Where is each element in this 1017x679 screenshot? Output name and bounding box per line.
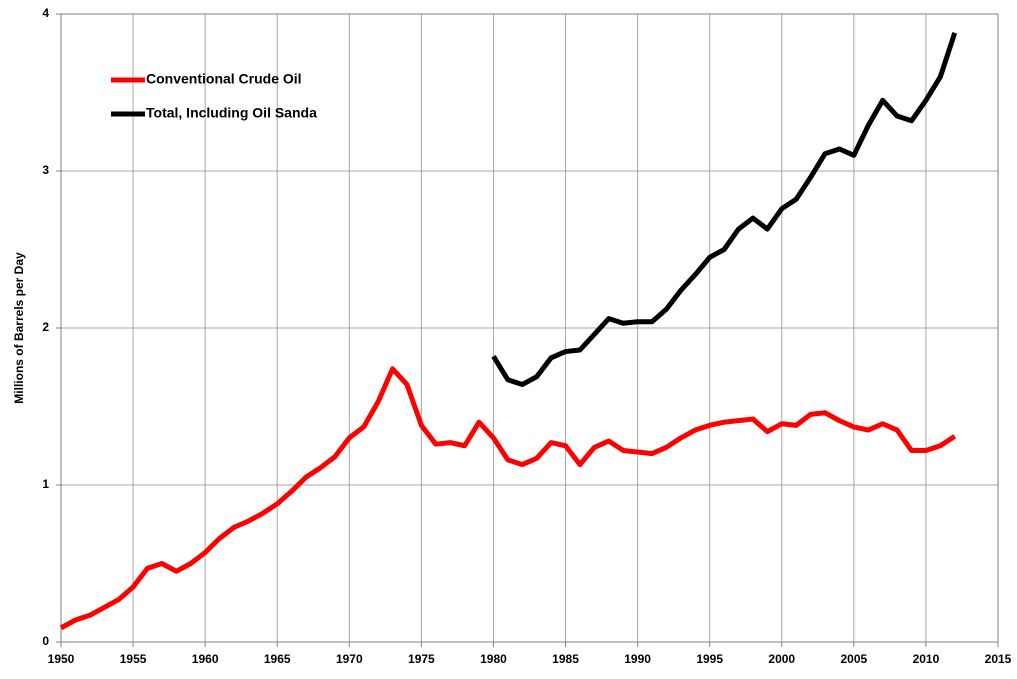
x-tick-label: 1965 [264,652,291,666]
x-tick-label: 1990 [624,652,651,666]
y-tick-label: 3 [42,163,49,177]
x-tick-label: 2010 [913,652,940,666]
x-tick-label: 1955 [120,652,147,666]
x-tick-label: 1985 [552,652,579,666]
y-tick-label: 1 [42,477,49,491]
y-tick-label: 2 [42,320,49,334]
legend-label: Total, Including Oil Sanda [146,105,317,121]
x-tick-label: 1960 [192,652,219,666]
legend-label: Conventional Crude Oil [146,71,302,87]
x-tick-label: 2000 [768,652,795,666]
x-tick-label: 2015 [985,652,1012,666]
x-tick-label: 1980 [480,652,507,666]
x-tick-label: 1995 [696,652,723,666]
x-tick-label: 1970 [336,652,363,666]
y-tick-label: 0 [42,634,49,648]
x-tick-label: 1975 [408,652,435,666]
x-tick-label: 2005 [840,652,867,666]
plot-border [60,13,999,643]
series-line [491,32,958,388]
x-tick-label: 1950 [48,652,75,666]
y-axis-label: Millions of Barrels per Day [12,252,26,404]
series-line [59,366,957,631]
y-tick-label: 4 [42,6,49,20]
